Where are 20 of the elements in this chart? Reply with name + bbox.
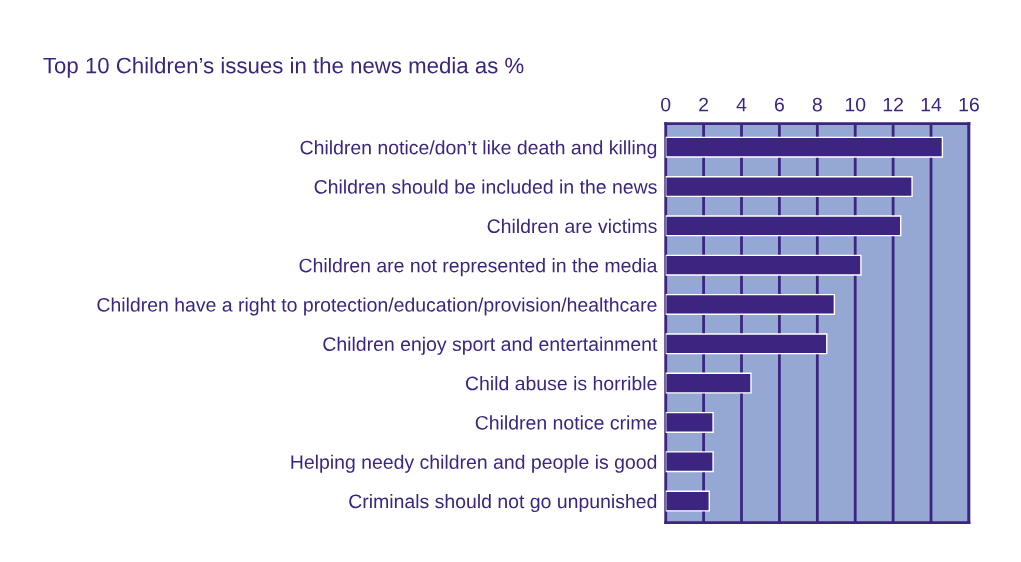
y-tick-label: Children enjoy sport and entertainment — [323, 336, 658, 355]
x-tick-label: 2 — [699, 97, 709, 112]
y-tick-label: Children notice crime — [475, 415, 657, 430]
y-tick-label: Children should be included in the news — [314, 179, 657, 194]
y-tick-label: Children are victims — [487, 218, 657, 234]
text: Top 10 Children’s issues in the news media as % — [43, 57, 524, 78]
x-tick-label: 6 — [774, 97, 784, 112]
x-tick-label: 10 — [845, 97, 866, 112]
y-tick-label: Helping needy children and people is good — [291, 454, 657, 473]
x-tick-label: 0 — [661, 97, 671, 112]
y-tick-label: Children notice/don’t like death and killing — [300, 140, 657, 159]
x-tick-label: 14 — [921, 97, 942, 112]
y-tick-label: Criminals should not go unpunished — [349, 493, 657, 513]
x-tick-label: 12 — [883, 97, 903, 112]
x-tick-label: 8 — [812, 97, 822, 112]
x-tick-label: 16 — [959, 97, 979, 112]
x-tick-label: 4 — [736, 97, 747, 112]
y-tick-label: Children are not represented in the media — [299, 258, 658, 277]
y-tick-label: Child abuse is horrible — [465, 376, 657, 391]
y-tick-label: Children have a right to protection/education/provision/healthcare — [97, 297, 657, 316]
